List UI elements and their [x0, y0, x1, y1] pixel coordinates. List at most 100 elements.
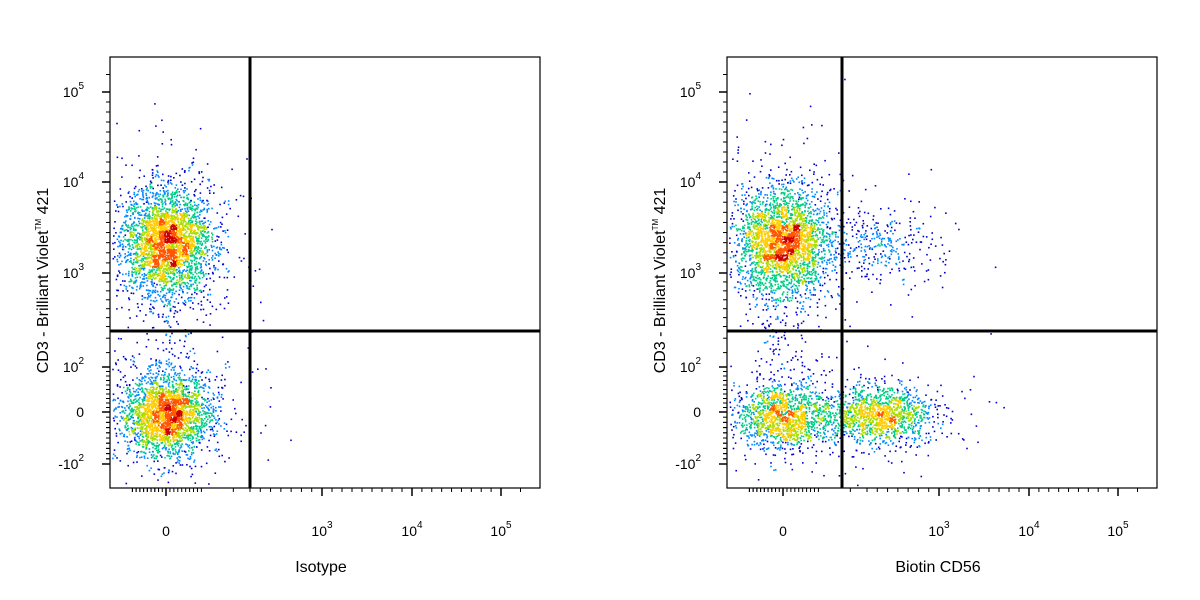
event-dot [188, 264, 190, 266]
event-dot [134, 195, 136, 198]
event-dot [158, 247, 161, 249]
event-dot [214, 268, 217, 270]
event-dot [207, 369, 210, 371]
event-dot [154, 254, 156, 257]
event-dot [182, 431, 184, 434]
event-dot [146, 373, 148, 375]
event-dot [151, 217, 153, 219]
event-dot [124, 215, 126, 218]
event-dot [209, 288, 211, 291]
event-dot [150, 220, 153, 223]
event-dot [161, 266, 164, 268]
event-dot [186, 236, 188, 238]
event-dot [139, 264, 142, 267]
event-dot [200, 431, 203, 434]
event-dot [176, 461, 179, 463]
event-dot [152, 211, 154, 213]
event-dot [117, 441, 119, 444]
event-dot [196, 420, 198, 422]
event-dot [171, 243, 173, 245]
event-dot [152, 233, 155, 235]
event-dot [177, 459, 179, 461]
event-dot [182, 408, 184, 411]
event-dot [168, 220, 170, 222]
event-dot [210, 419, 212, 421]
event-dot [150, 253, 153, 256]
event-dot [114, 350, 116, 352]
event-dot [139, 236, 142, 239]
event-dot [127, 397, 130, 399]
event-dot [207, 220, 209, 222]
event-dot [169, 251, 171, 253]
event-dot [188, 244, 191, 247]
event-dot [141, 298, 144, 301]
event-dot [158, 435, 161, 438]
event-dot [188, 286, 191, 288]
event-dot [208, 415, 210, 417]
event-dot [162, 406, 164, 408]
event-dot [177, 281, 180, 284]
event-dot [231, 168, 233, 171]
event-dot [198, 427, 201, 430]
event-dot [199, 241, 201, 243]
event-dot [125, 392, 128, 395]
event-dot [147, 247, 150, 249]
event-dot [144, 415, 146, 417]
event-dot [220, 379, 223, 381]
event-dot [173, 283, 176, 285]
event-dot [137, 384, 140, 387]
event-dot [207, 239, 210, 241]
event-dot [200, 289, 202, 292]
event-dot [196, 284, 198, 287]
event-dot [156, 386, 158, 389]
event-dot [150, 437, 152, 439]
event-dot [166, 265, 168, 268]
event-dot [164, 184, 166, 187]
event-dot [155, 234, 157, 237]
event-dot [165, 392, 167, 395]
event-dot [168, 258, 170, 260]
event-dot [191, 392, 193, 394]
event-dot [235, 431, 238, 433]
event-dot [138, 265, 140, 267]
event-dot [235, 412, 237, 415]
event-dot [215, 247, 218, 249]
event-dot [146, 254, 149, 257]
event-dot [217, 391, 220, 394]
event-dot [125, 273, 127, 275]
event-dot [183, 450, 186, 453]
event-dot [177, 248, 179, 250]
event-dot [145, 220, 147, 223]
event-dot [224, 231, 227, 234]
event-dot [208, 249, 210, 251]
event-dot [167, 181, 169, 183]
event-dot [168, 252, 170, 254]
event-dot [177, 386, 180, 389]
event-dot [170, 236, 172, 239]
event-dot [143, 253, 146, 256]
event-dot [172, 218, 174, 221]
event-dot [160, 210, 162, 212]
event-dot [161, 263, 163, 266]
event-dot [158, 195, 160, 198]
event-dot [114, 399, 117, 401]
event-dot [172, 278, 174, 281]
event-dot [167, 471, 170, 474]
event-dot [195, 260, 198, 263]
event-dot [136, 420, 138, 423]
event-dot [134, 224, 136, 227]
event-dot [159, 226, 162, 228]
event-dot [158, 450, 161, 453]
event-dot [189, 208, 192, 210]
event-dot [195, 246, 197, 248]
event-dot [217, 268, 219, 271]
event-dot [144, 237, 146, 240]
event-dot [173, 257, 176, 260]
event-dot [187, 388, 190, 390]
event-dot [186, 213, 188, 216]
event-dot [234, 407, 236, 410]
event-dot [164, 238, 167, 240]
event-dot [225, 423, 228, 426]
event-dot [117, 397, 119, 400]
event-dot [167, 216, 170, 219]
